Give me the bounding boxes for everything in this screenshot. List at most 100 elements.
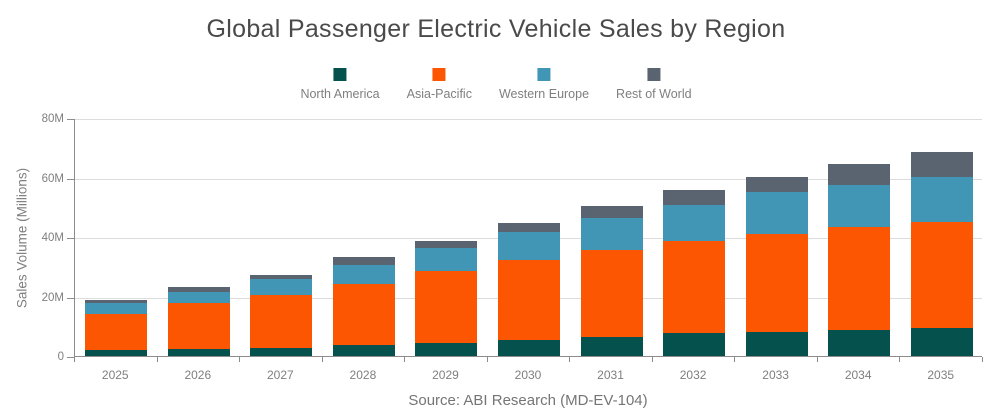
bar-segment-north-america-2030[interactable] xyxy=(498,339,560,356)
bar-segment-asia-pacific-2025[interactable] xyxy=(85,313,148,351)
bar-group-2032 xyxy=(663,190,726,356)
x-axis-label: 2029 xyxy=(432,368,459,382)
y-tick-mark xyxy=(67,119,74,120)
x-tick-mark xyxy=(734,357,736,362)
x-axis-label: 2034 xyxy=(844,368,872,382)
x-tick-mark xyxy=(899,357,901,362)
legend-swatch-western-europe-icon xyxy=(537,68,551,81)
y-tick-label: 40M xyxy=(41,232,64,244)
y-tick-mark xyxy=(67,297,74,299)
y-tick-label: 60M xyxy=(41,172,64,185)
bar-segment-western-europe-2030[interactable] xyxy=(498,231,560,260)
gridline-60 xyxy=(75,178,982,180)
bar-segment-rest-of-world-2026[interactable] xyxy=(167,287,230,293)
plot-area xyxy=(74,119,982,357)
x-axis-label: 2030 xyxy=(514,368,542,382)
bar-segment-asia-pacific-2026[interactable] xyxy=(167,303,230,349)
legend-swatch-north-america-icon xyxy=(333,68,347,81)
y-tick-label: 0 xyxy=(57,351,64,363)
x-axis-label: 2026 xyxy=(184,368,212,382)
x-axis-label: 2033 xyxy=(762,368,789,382)
bar-segment-north-america-2035[interactable] xyxy=(910,327,973,356)
bar-segment-rest-of-world-2027[interactable] xyxy=(250,274,313,279)
y-tick-label: 80M xyxy=(41,113,64,125)
bar-group-2026 xyxy=(167,287,230,356)
legend-item-north-america[interactable]: North America xyxy=(300,68,380,101)
x-tick-mark xyxy=(74,357,75,362)
bar-segment-rest-of-world-2029[interactable] xyxy=(415,240,478,249)
bar-segment-north-america-2026[interactable] xyxy=(167,348,230,356)
bar-group-2030 xyxy=(498,223,560,356)
bar-segment-rest-of-world-2035[interactable] xyxy=(910,151,973,177)
bar-segment-western-europe-2033[interactable] xyxy=(745,192,808,235)
bar-segment-western-europe-2025[interactable] xyxy=(85,303,148,314)
bar-segment-western-europe-2032[interactable] xyxy=(663,204,726,242)
bar-segment-western-europe-2026[interactable] xyxy=(167,292,230,304)
gridline-80 xyxy=(75,119,982,120)
bar-segment-asia-pacific-2028[interactable] xyxy=(332,284,395,345)
bar-group-2035 xyxy=(910,151,973,356)
legend-label: North America xyxy=(300,87,380,101)
legend-item-western-europe[interactable]: Western Europe xyxy=(499,68,589,101)
x-axis-label: 2032 xyxy=(679,368,707,382)
y-tick-mark xyxy=(67,357,74,358)
bar-group-2029 xyxy=(415,240,478,356)
bar-segment-rest-of-world-2025[interactable] xyxy=(85,299,148,304)
bar-segment-rest-of-world-2030[interactable] xyxy=(498,223,560,232)
y-tick-mark xyxy=(67,238,74,239)
bar-segment-asia-pacific-2027[interactable] xyxy=(250,295,313,348)
x-tick-mark xyxy=(651,357,653,362)
bar-group-2031 xyxy=(580,206,643,356)
bar-segment-asia-pacific-2029[interactable] xyxy=(415,270,478,343)
x-axis-label: 2035 xyxy=(927,368,955,382)
bar-segment-asia-pacific-2030[interactable] xyxy=(498,259,560,340)
bar-segment-western-europe-2027[interactable] xyxy=(250,278,313,296)
x-tick-mark xyxy=(982,357,983,362)
x-tick-mark xyxy=(321,357,323,362)
bar-segment-western-europe-2035[interactable] xyxy=(910,176,973,222)
x-tick-mark xyxy=(239,357,241,362)
bar-segment-rest-of-world-2028[interactable] xyxy=(332,257,395,265)
bar-segment-north-america-2028[interactable] xyxy=(332,345,395,356)
bar-segment-north-america-2029[interactable] xyxy=(415,342,478,356)
x-tick-mark xyxy=(569,357,571,362)
bar-segment-western-europe-2029[interactable] xyxy=(415,248,478,271)
source-text: Source: ABI Research (MD-EV-104) xyxy=(408,392,648,409)
bar-segment-asia-pacific-2033[interactable] xyxy=(745,234,808,332)
bar-segment-western-europe-2031[interactable] xyxy=(580,217,643,250)
bar-segment-asia-pacific-2035[interactable] xyxy=(910,221,973,328)
x-tick-mark xyxy=(486,357,488,362)
y-tick-label: 20M xyxy=(41,291,64,304)
bar-segment-rest-of-world-2031[interactable] xyxy=(580,206,643,218)
chart-title: Global Passenger Electric Vehicle Sales … xyxy=(206,15,786,43)
bar-group-2033 xyxy=(745,176,808,356)
legend-label: Rest of World xyxy=(616,87,692,101)
bar-segment-north-america-2033[interactable] xyxy=(745,331,808,356)
bar-segment-rest-of-world-2032[interactable] xyxy=(663,190,726,205)
x-axis-label: 2025 xyxy=(101,368,129,382)
x-tick-mark xyxy=(816,357,818,362)
y-tick-mark xyxy=(67,178,74,180)
legend-label: Asia-Pacific xyxy=(406,87,472,101)
x-tick-mark xyxy=(156,357,158,362)
bar-group-2027 xyxy=(250,274,313,356)
bar-segment-north-america-2032[interactable] xyxy=(663,333,726,356)
bar-segment-asia-pacific-2031[interactable] xyxy=(580,249,643,337)
legend-item-asia-pacific[interactable]: Asia-Pacific xyxy=(407,68,472,101)
legend-swatch-asia-pacific-icon xyxy=(432,68,446,81)
bar-segment-rest-of-world-2033[interactable] xyxy=(745,176,808,193)
bar-segment-north-america-2027[interactable] xyxy=(250,347,313,356)
bar-segment-north-america-2025[interactable] xyxy=(85,350,148,356)
bar-segment-western-europe-2028[interactable] xyxy=(332,264,395,285)
bar-segment-asia-pacific-2032[interactable] xyxy=(663,241,726,334)
bar-segment-north-america-2034[interactable] xyxy=(828,329,891,356)
legend-swatch-rest-of-world-icon xyxy=(647,68,661,81)
x-axis-label: 2027 xyxy=(267,368,294,382)
bar-segment-western-europe-2034[interactable] xyxy=(828,185,891,227)
bar-segment-asia-pacific-2034[interactable] xyxy=(828,226,891,330)
bar-segment-rest-of-world-2034[interactable] xyxy=(828,164,891,186)
bar-segment-north-america-2031[interactable] xyxy=(580,336,643,356)
bar-group-2034 xyxy=(828,164,891,356)
legend-item-rest-of-world[interactable]: Rest of World xyxy=(616,68,692,101)
